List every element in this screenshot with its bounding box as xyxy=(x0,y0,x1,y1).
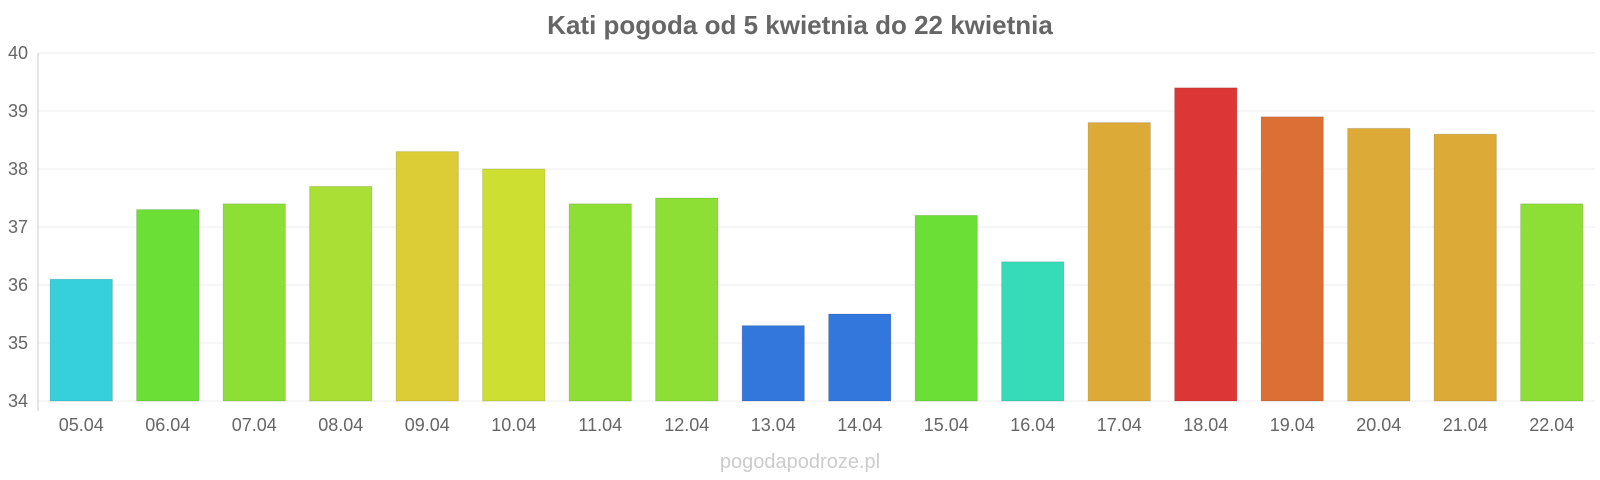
bar xyxy=(1001,261,1065,402)
y-tick-label: 39 xyxy=(8,101,28,121)
bar xyxy=(395,151,459,402)
x-tick-label: 08.04 xyxy=(318,415,363,435)
x-tick-label: 14.04 xyxy=(837,415,882,435)
bar xyxy=(1520,203,1584,402)
x-tick-label: 15.04 xyxy=(924,415,969,435)
bar xyxy=(482,168,546,402)
grid-layer xyxy=(38,52,1595,402)
bar xyxy=(136,209,200,402)
bar xyxy=(828,313,892,402)
x-tick-label: 21.04 xyxy=(1443,415,1488,435)
chart-title: Kati pogoda od 5 kwietnia do 22 kwietnia xyxy=(547,10,1053,40)
y-tick-label: 40 xyxy=(8,43,28,63)
x-tick-label: 12.04 xyxy=(664,415,709,435)
x-tick-label: 19.04 xyxy=(1270,415,1315,435)
x-tick-label: 07.04 xyxy=(232,415,277,435)
x-tick-label: 18.04 xyxy=(1183,415,1228,435)
x-tick-label: 16.04 xyxy=(1010,415,1055,435)
x-tick-label: 05.04 xyxy=(59,415,104,435)
y-tick-label: 36 xyxy=(8,275,28,295)
y-tick-label: 37 xyxy=(8,217,28,237)
y-tick-labels: 34 35 36 37 38 39 40 xyxy=(8,43,28,411)
x-tick-label: 09.04 xyxy=(405,415,450,435)
x-tick-label: 11.04 xyxy=(578,415,622,435)
x-tick-label: 22.04 xyxy=(1529,415,1574,435)
bar xyxy=(914,214,978,402)
bar xyxy=(1260,116,1324,402)
y-tick-label: 35 xyxy=(8,333,28,353)
bar xyxy=(1347,127,1411,402)
bar xyxy=(1174,87,1238,402)
bar xyxy=(655,197,719,402)
bar xyxy=(1433,133,1497,402)
x-tick-label: 13.04 xyxy=(751,415,796,435)
x-tick-label: 10.04 xyxy=(491,415,536,435)
watermark: pogodapodroze.pl xyxy=(719,451,881,473)
bar xyxy=(222,203,286,402)
x-tick-label: 06.04 xyxy=(145,415,190,435)
y-tick-label: 38 xyxy=(8,159,28,179)
bar xyxy=(568,203,632,402)
x-tick-labels: 05.04 06.04 07.04 08.04 09.04 10.04 11.04 12.04… xyxy=(59,415,1575,435)
bar xyxy=(741,325,805,402)
x-tick-label: 20.04 xyxy=(1356,415,1401,435)
bar xyxy=(49,278,113,402)
x-tick-label: 17.04 xyxy=(1097,415,1142,435)
y-tick-label: 34 xyxy=(8,391,28,411)
bar xyxy=(309,185,373,402)
bar-layer xyxy=(49,87,1584,402)
bar xyxy=(1087,122,1151,402)
